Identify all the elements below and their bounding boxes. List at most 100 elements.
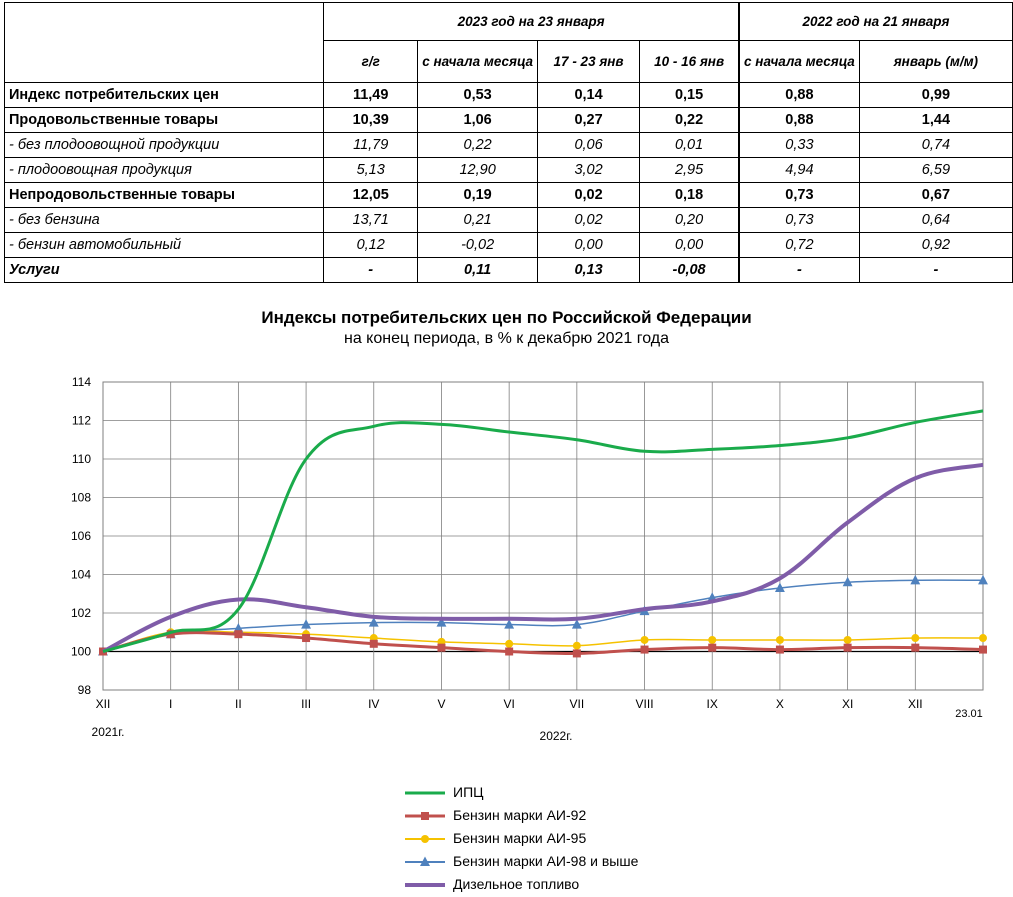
x-tick-label: X [776,697,784,711]
table-cell: 0,06 [537,132,641,158]
row-label: - бензин автомобильный [3,232,325,258]
data-point [708,643,717,652]
y-tick-label: 112 [72,414,91,428]
x-tick-label: I [169,697,172,711]
x-tick-label: III [301,697,311,711]
series-line-0 [102,409,984,653]
data-point [572,649,581,658]
table-cell: 0,22 [417,132,539,158]
col-header: 10 - 16 янв [639,40,740,83]
legend-label: Дизельное топливо [453,876,580,892]
series-line-1 [102,631,984,655]
x-tick-label: II [235,697,242,711]
data-point [843,643,852,652]
data-point [843,635,852,644]
legend-swatch [405,883,445,887]
legend-label: ИПЦ [453,784,484,800]
row-label: Услуги [3,257,325,283]
table-cell: 6,59 [858,157,1013,183]
table-cell: 1,44 [858,107,1013,133]
col-header: г/г [323,40,419,83]
data-point [437,643,446,652]
row-label: Продовольственные товары [3,107,325,133]
x-tick-label: VII [570,697,585,711]
y-tick-label: 108 [71,491,91,505]
table-cell: 3,02 [537,157,641,183]
table-cell: 0,73 [738,207,860,233]
x-tick-label: V [437,697,445,711]
legend-swatch [405,856,445,866]
y-tick-label: 110 [72,452,91,466]
table-cell: 0,21 [417,207,539,233]
legend-swatch [405,812,445,820]
x-tick-label: 23.01 [955,708,983,720]
table-row: - без плодоовощной продукции 11,79 0,22 0,0… [3,132,1013,158]
table-cell: -0,08 [639,257,740,283]
y-tick-label: 114 [72,375,91,389]
col-header: с начала месяца [738,40,860,83]
table-cell: 0,64 [858,207,1013,233]
table-cell: -0,02 [417,232,539,258]
data-point [233,623,244,633]
table-cell: - [858,257,1013,283]
x-tick-label: VIII [636,697,654,711]
col-header: 17 - 23 янв [537,40,641,83]
table-cell: 12,90 [417,157,539,183]
data-point [979,645,987,654]
data-point [301,619,312,629]
series-line-2 [102,629,984,653]
table-cell: 0,19 [417,182,539,208]
legend-label: Бензин марки АИ-95 [453,830,587,846]
table-cell: 0,53 [417,82,539,108]
row-label: - плодоовощная продукция [3,157,325,183]
table-cell: 0,18 [639,182,740,208]
y-tick-label: 98 [78,683,92,697]
legend-swatch [405,835,445,843]
legend-label: Бензин марки АИ-98 и выше [453,853,639,869]
table-cell: 0,88 [738,82,860,108]
table-cell: 0,00 [537,232,641,258]
row-label: Непродовольственные товары [3,182,325,208]
plot-frame [102,381,984,691]
table-row: Непродовольственные товары 12,05 0,19 0,02 0… [3,182,1013,208]
data-point [369,639,378,648]
data-point [979,634,987,643]
data-point [368,617,379,627]
data-point [505,647,514,656]
legend-label: Бензин марки АИ-92 [453,807,587,823]
table-cell: 0,22 [639,107,740,133]
x-tick-label: XI [842,697,853,711]
table-row: Продовольственные товары 10,39 1,06 0,27 0,2… [3,107,1013,133]
table-cell: 4,94 [738,157,860,183]
table-row: - плодоовощная продукция 5,13 12,90 3,02 2,9… [3,157,1013,183]
table-cell: 0,20 [639,207,740,233]
row-label: - без плодоовощной продукции [3,132,325,158]
year-label: 2021г. [92,725,125,739]
table-cell: 0,13 [537,257,641,283]
y-tick-label: 106 [71,529,91,543]
table-cell: 0,72 [738,232,860,258]
table-cell: 0,02 [537,207,641,233]
table-cell: 0,11 [417,257,539,283]
table-cell: - [323,257,419,283]
table-cell: 1,06 [417,107,539,133]
row-label: Индекс потребительских цен [3,82,325,108]
indicator-table: 2023 год на 23 января 2022 год на 21 янв… [3,2,1013,283]
data-point [910,574,921,585]
table-cell: 13,71 [323,207,419,233]
corner-cell [3,2,325,83]
y-tick-label: 100 [71,645,91,659]
table-cell: 0,74 [858,132,1013,158]
legend-swatch [405,791,445,795]
data-point [842,576,853,587]
table-cell: 0,73 [738,182,860,208]
x-tick-label: XII [96,697,111,711]
data-point [436,617,447,627]
data-point [978,574,988,585]
data-point [708,635,717,644]
col-header: январь (м/м) [858,40,1013,83]
series-line-3 [102,579,984,653]
data-point [504,619,515,629]
table-cell: 0,12 [323,232,419,258]
